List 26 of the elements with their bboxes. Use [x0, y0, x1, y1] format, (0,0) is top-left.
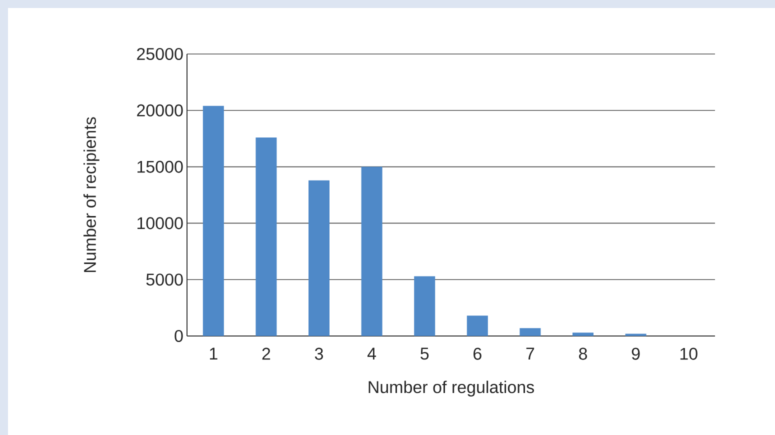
x-tick-label: 4 — [367, 348, 376, 360]
y-tick-label: 0 — [174, 330, 183, 342]
y-tick-label: 25000 — [137, 48, 183, 60]
bar — [361, 166, 382, 336]
x-tick-label: 9 — [632, 348, 640, 360]
bar — [520, 328, 541, 336]
bar — [572, 332, 594, 336]
y-axis-title: Number of recipients — [84, 117, 100, 272]
x-tick-label: 2 — [262, 348, 270, 360]
y-tick-label: 20000 — [137, 104, 183, 116]
x-tick-label: 5 — [420, 348, 429, 360]
y-tick-label: 5000 — [146, 274, 183, 286]
x-tick-label: 7 — [526, 348, 534, 360]
x-tick-label: 1 — [210, 348, 218, 360]
bar — [308, 180, 330, 336]
bar — [414, 276, 436, 336]
y-tick-label: 15000 — [138, 160, 183, 173]
bar — [256, 137, 277, 336]
x-tick-label: 3 — [314, 348, 323, 360]
x-tick-label: 8 — [579, 348, 587, 360]
y-tick-label: 10000 — [138, 217, 183, 230]
x-tick-label: 10 — [680, 348, 698, 360]
bar — [466, 316, 488, 336]
x-axis-title: Number of regulations — [368, 380, 534, 397]
bar — [202, 106, 224, 336]
x-tick-label: 6 — [474, 348, 482, 360]
